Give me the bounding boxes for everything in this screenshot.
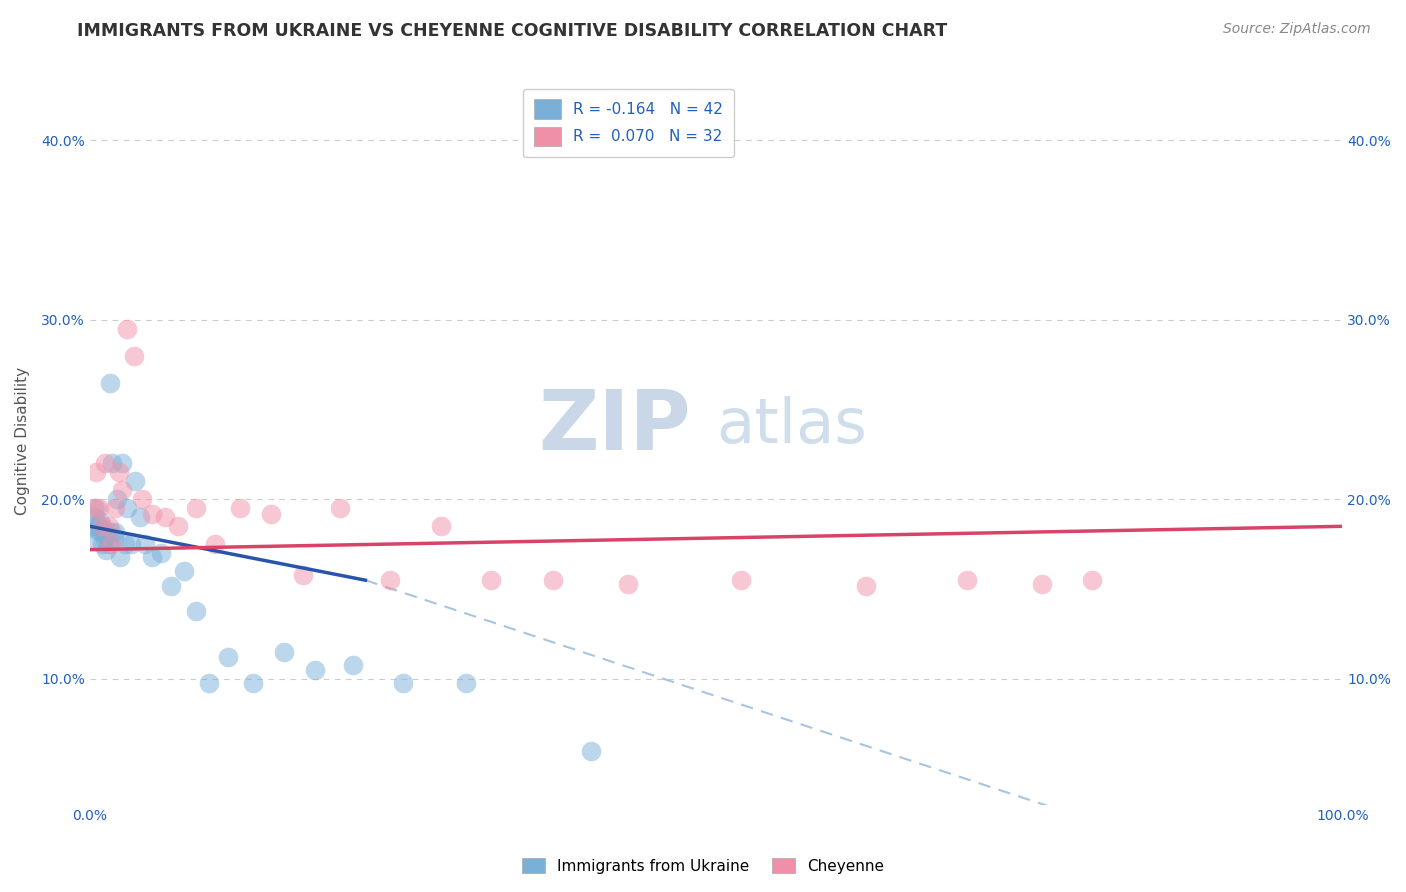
Point	[173, 564, 195, 578]
Point	[100, 524, 122, 539]
Point	[93, 523, 115, 537]
Point	[134, 537, 156, 551]
Point	[454, 675, 477, 690]
Point	[129, 510, 152, 524]
Point	[90, 524, 112, 539]
Point	[87, 517, 110, 532]
Point	[150, 546, 173, 560]
Legend: Immigrants from Ukraine, Cheyenne: Immigrants from Ukraine, Cheyenne	[516, 852, 890, 880]
Point	[97, 519, 120, 533]
Point	[730, 573, 752, 587]
Point	[94, 532, 117, 546]
Point	[104, 524, 127, 539]
Point	[855, 578, 877, 592]
Point	[83, 501, 105, 516]
Point	[242, 675, 264, 690]
Point	[1031, 576, 1053, 591]
Point	[100, 537, 122, 551]
Point	[114, 537, 136, 551]
Point	[166, 519, 188, 533]
Point	[141, 507, 163, 521]
Point	[98, 376, 121, 390]
Point	[94, 542, 117, 557]
Point	[89, 514, 111, 528]
Point	[91, 519, 114, 533]
Point	[96, 528, 118, 542]
Text: atlas: atlas	[716, 396, 868, 457]
Legend: R = -0.164   N = 42, R =  0.070   N = 32: R = -0.164 N = 42, R = 0.070 N = 32	[523, 88, 734, 157]
Point	[83, 510, 105, 524]
Point	[186, 501, 208, 516]
Point	[955, 573, 977, 587]
Point	[111, 483, 134, 498]
Point	[229, 501, 252, 516]
Point	[392, 675, 415, 690]
Point	[291, 567, 314, 582]
Text: IMMIGRANTS FROM UKRAINE VS CHEYENNE COGNITIVE DISABILITY CORRELATION CHART: IMMIGRANTS FROM UKRAINE VS CHEYENNE COGN…	[77, 22, 948, 40]
Point	[380, 573, 402, 587]
Point	[117, 322, 139, 336]
Point	[94, 457, 117, 471]
Point	[429, 519, 451, 533]
Point	[84, 501, 107, 516]
Point	[108, 549, 131, 564]
Point	[91, 537, 114, 551]
Point	[479, 573, 502, 587]
Point	[217, 650, 239, 665]
Point	[131, 492, 153, 507]
Point	[97, 537, 120, 551]
Point	[541, 573, 564, 587]
Point	[160, 578, 183, 592]
Y-axis label: Cognitive Disability: Cognitive Disability	[15, 367, 30, 515]
Point	[1081, 573, 1104, 587]
Point	[107, 466, 129, 480]
Point	[117, 501, 139, 516]
Point	[111, 457, 134, 471]
Point	[84, 466, 107, 480]
Point	[304, 663, 326, 677]
Point	[122, 349, 145, 363]
Point	[273, 645, 295, 659]
Text: Source: ZipAtlas.com: Source: ZipAtlas.com	[1223, 22, 1371, 37]
Point	[86, 523, 108, 537]
Point	[186, 604, 208, 618]
Point	[153, 510, 176, 524]
Point	[204, 537, 226, 551]
Point	[83, 532, 105, 546]
Point	[342, 657, 364, 672]
Point	[617, 576, 640, 591]
Point	[141, 549, 163, 564]
Point	[103, 532, 125, 546]
Point	[105, 492, 128, 507]
Point	[101, 457, 124, 471]
Point	[120, 537, 142, 551]
Point	[124, 475, 146, 489]
Point	[579, 744, 602, 758]
Point	[82, 519, 104, 533]
Point	[87, 501, 110, 516]
Point	[198, 675, 221, 690]
Text: ZIP: ZIP	[538, 386, 690, 467]
Point	[260, 507, 283, 521]
Point	[104, 501, 127, 516]
Point	[329, 501, 352, 516]
